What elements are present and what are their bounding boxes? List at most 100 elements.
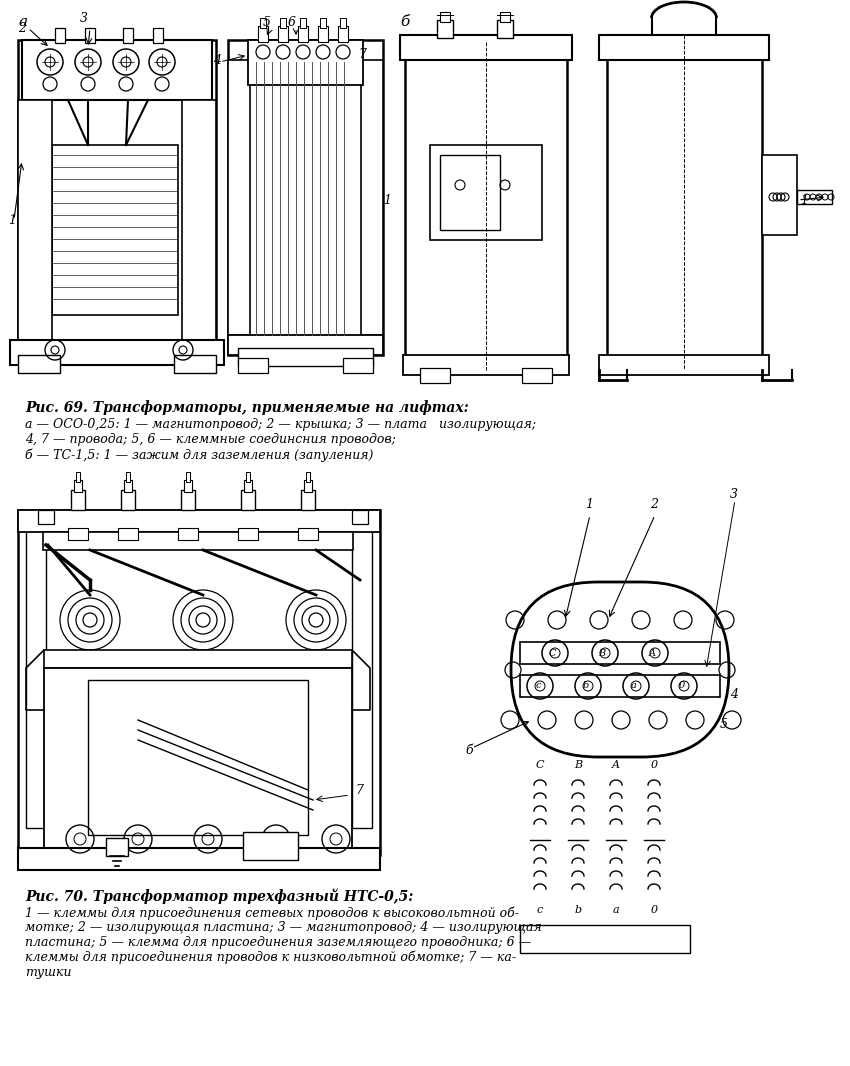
- Bar: [43, 532, 353, 550]
- Text: 5: 5: [720, 718, 728, 731]
- Text: 1: 1: [585, 499, 593, 512]
- Bar: [258, 26, 268, 42]
- Bar: [301, 490, 315, 510]
- Bar: [228, 41, 383, 355]
- Bar: [400, 35, 572, 60]
- Bar: [352, 518, 372, 828]
- Bar: [26, 518, 46, 828]
- Text: 2: 2: [18, 21, 26, 34]
- Bar: [18, 100, 52, 350]
- Bar: [260, 18, 266, 28]
- Text: 1: 1: [8, 213, 16, 226]
- Bar: [306, 472, 310, 482]
- FancyBboxPatch shape: [511, 582, 729, 757]
- Text: a: a: [631, 681, 637, 691]
- Bar: [174, 355, 216, 373]
- Bar: [340, 18, 346, 28]
- Text: B: B: [574, 760, 582, 770]
- Text: 7: 7: [355, 784, 363, 796]
- Text: C: C: [548, 648, 556, 658]
- Text: Рис. 69. Трансформаторы, применяемые на лифтах:: Рис. 69. Трансформаторы, применяемые на …: [25, 400, 468, 415]
- Bar: [71, 490, 85, 510]
- Text: а — ОСО-0,25: 1 — магнитопровод; 2 — крышка; 3 — плата   изолирующая;: а — ОСО-0,25: 1 — магнитопровод; 2 — кры…: [25, 418, 536, 431]
- Bar: [181, 490, 195, 510]
- Bar: [126, 472, 130, 482]
- Text: 0: 0: [650, 905, 658, 915]
- Bar: [343, 358, 373, 373]
- Bar: [520, 642, 720, 664]
- Bar: [599, 35, 769, 60]
- Text: A: A: [612, 760, 620, 770]
- Text: 2: 2: [650, 499, 658, 512]
- Text: 4, 7 — провода; 5, 6 — клеммные соединсния проводов;: 4, 7 — провода; 5, 6 — клеммные соединсн…: [25, 433, 396, 446]
- Bar: [182, 100, 216, 350]
- Bar: [124, 480, 132, 492]
- Bar: [106, 838, 128, 856]
- Bar: [607, 42, 762, 367]
- Bar: [420, 368, 450, 383]
- Text: A: A: [649, 648, 655, 658]
- Bar: [520, 925, 690, 953]
- Bar: [403, 355, 569, 375]
- Bar: [18, 41, 216, 350]
- Text: клеммы для присоединения проводов к низковольтной обмотке; 7 — ка-: клеммы для присоединения проводов к низк…: [25, 951, 516, 965]
- Text: 0: 0: [650, 760, 658, 770]
- Bar: [278, 26, 288, 42]
- Bar: [304, 480, 312, 492]
- Bar: [298, 26, 308, 42]
- Bar: [123, 28, 133, 43]
- Bar: [88, 680, 308, 835]
- Bar: [178, 528, 198, 540]
- Text: a: a: [613, 905, 620, 915]
- Text: б — ТС-1,5: 1 — зажим для заземления (запуления): б — ТС-1,5: 1 — зажим для заземления (за…: [25, 448, 373, 462]
- Bar: [44, 668, 352, 847]
- Text: б: б: [400, 15, 409, 29]
- Text: 3: 3: [730, 488, 738, 501]
- Bar: [153, 28, 163, 43]
- Bar: [76, 472, 80, 482]
- Text: B: B: [598, 648, 605, 658]
- Bar: [405, 42, 567, 367]
- Bar: [238, 528, 258, 540]
- Bar: [430, 145, 542, 240]
- Bar: [352, 510, 368, 524]
- Text: 4: 4: [730, 689, 738, 701]
- Bar: [599, 355, 769, 375]
- Bar: [248, 41, 363, 85]
- Bar: [18, 510, 380, 532]
- Bar: [10, 340, 224, 365]
- Bar: [55, 28, 65, 43]
- Bar: [44, 650, 352, 668]
- Bar: [74, 480, 82, 492]
- Text: 5: 5: [263, 16, 271, 29]
- Bar: [497, 20, 513, 38]
- Bar: [440, 155, 500, 230]
- Text: а: а: [18, 15, 27, 29]
- Text: 1: 1: [383, 194, 391, 207]
- Text: c: c: [537, 905, 543, 915]
- Text: 6: 6: [288, 16, 296, 29]
- Bar: [338, 26, 348, 42]
- Text: 0: 0: [679, 681, 685, 691]
- Text: 1: 1: [800, 194, 808, 207]
- Bar: [186, 472, 190, 482]
- Text: б: б: [465, 743, 473, 757]
- Text: b: b: [583, 681, 589, 691]
- Bar: [18, 355, 60, 373]
- Bar: [298, 528, 318, 540]
- Bar: [243, 831, 298, 860]
- Text: C: C: [536, 760, 544, 770]
- Bar: [320, 18, 326, 28]
- Text: мотке; 2 — изолирующая пластина; 3 — магнитопровод; 4 — изолирующая: мотке; 2 — изолирующая пластина; 3 — маг…: [25, 921, 541, 934]
- Text: 1 — клеммы для присоединения сетевых проводов к высоковольтной об-: 1 — клеммы для присоединения сетевых про…: [25, 906, 519, 920]
- Bar: [280, 18, 286, 28]
- Bar: [520, 675, 720, 697]
- Bar: [440, 12, 450, 22]
- Text: Рис. 70. Трансформатор трехфазный НТС-0,5:: Рис. 70. Трансформатор трехфазный НТС-0,…: [25, 888, 413, 904]
- Bar: [121, 490, 135, 510]
- Bar: [18, 510, 380, 855]
- Bar: [118, 528, 138, 540]
- Bar: [22, 41, 212, 100]
- Text: 4: 4: [213, 53, 221, 66]
- Text: 3: 3: [80, 12, 88, 25]
